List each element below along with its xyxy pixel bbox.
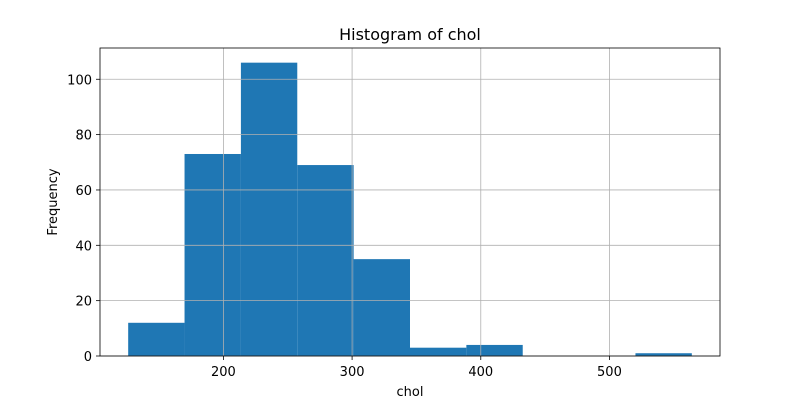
chart-title: Histogram of chol <box>339 25 481 44</box>
plot-area-frame <box>99 47 721 357</box>
x-tick-label: 400 <box>468 365 493 380</box>
x-tick-label: 200 <box>211 365 236 380</box>
histogram-bar <box>635 353 692 356</box>
histogram-bars <box>128 62 692 357</box>
x-tick-label: 500 <box>597 365 622 380</box>
y-tick-label: 0 <box>84 350 92 365</box>
y-tick-label: 80 <box>75 129 92 144</box>
y-tick-label: 40 <box>75 239 92 254</box>
histogram-bar <box>353 259 410 356</box>
y-tick-label: 20 <box>75 295 92 310</box>
histogram-bar <box>128 322 185 356</box>
histogram-bar <box>297 165 354 356</box>
histogram-bar <box>240 62 298 357</box>
y-tick-label: 100 <box>67 73 92 88</box>
histogram-bar <box>466 344 523 356</box>
histogram-bar <box>184 153 241 356</box>
histogram-bar <box>410 347 467 356</box>
y-axis-label: Frequency <box>46 168 61 235</box>
y-tick-label: 60 <box>75 184 92 199</box>
x-tick-label: 300 <box>340 365 365 380</box>
x-axis-label: chol <box>397 385 424 400</box>
axis-ticks: 200 300 400 500 0 20 40 60 80 100 <box>67 73 622 380</box>
